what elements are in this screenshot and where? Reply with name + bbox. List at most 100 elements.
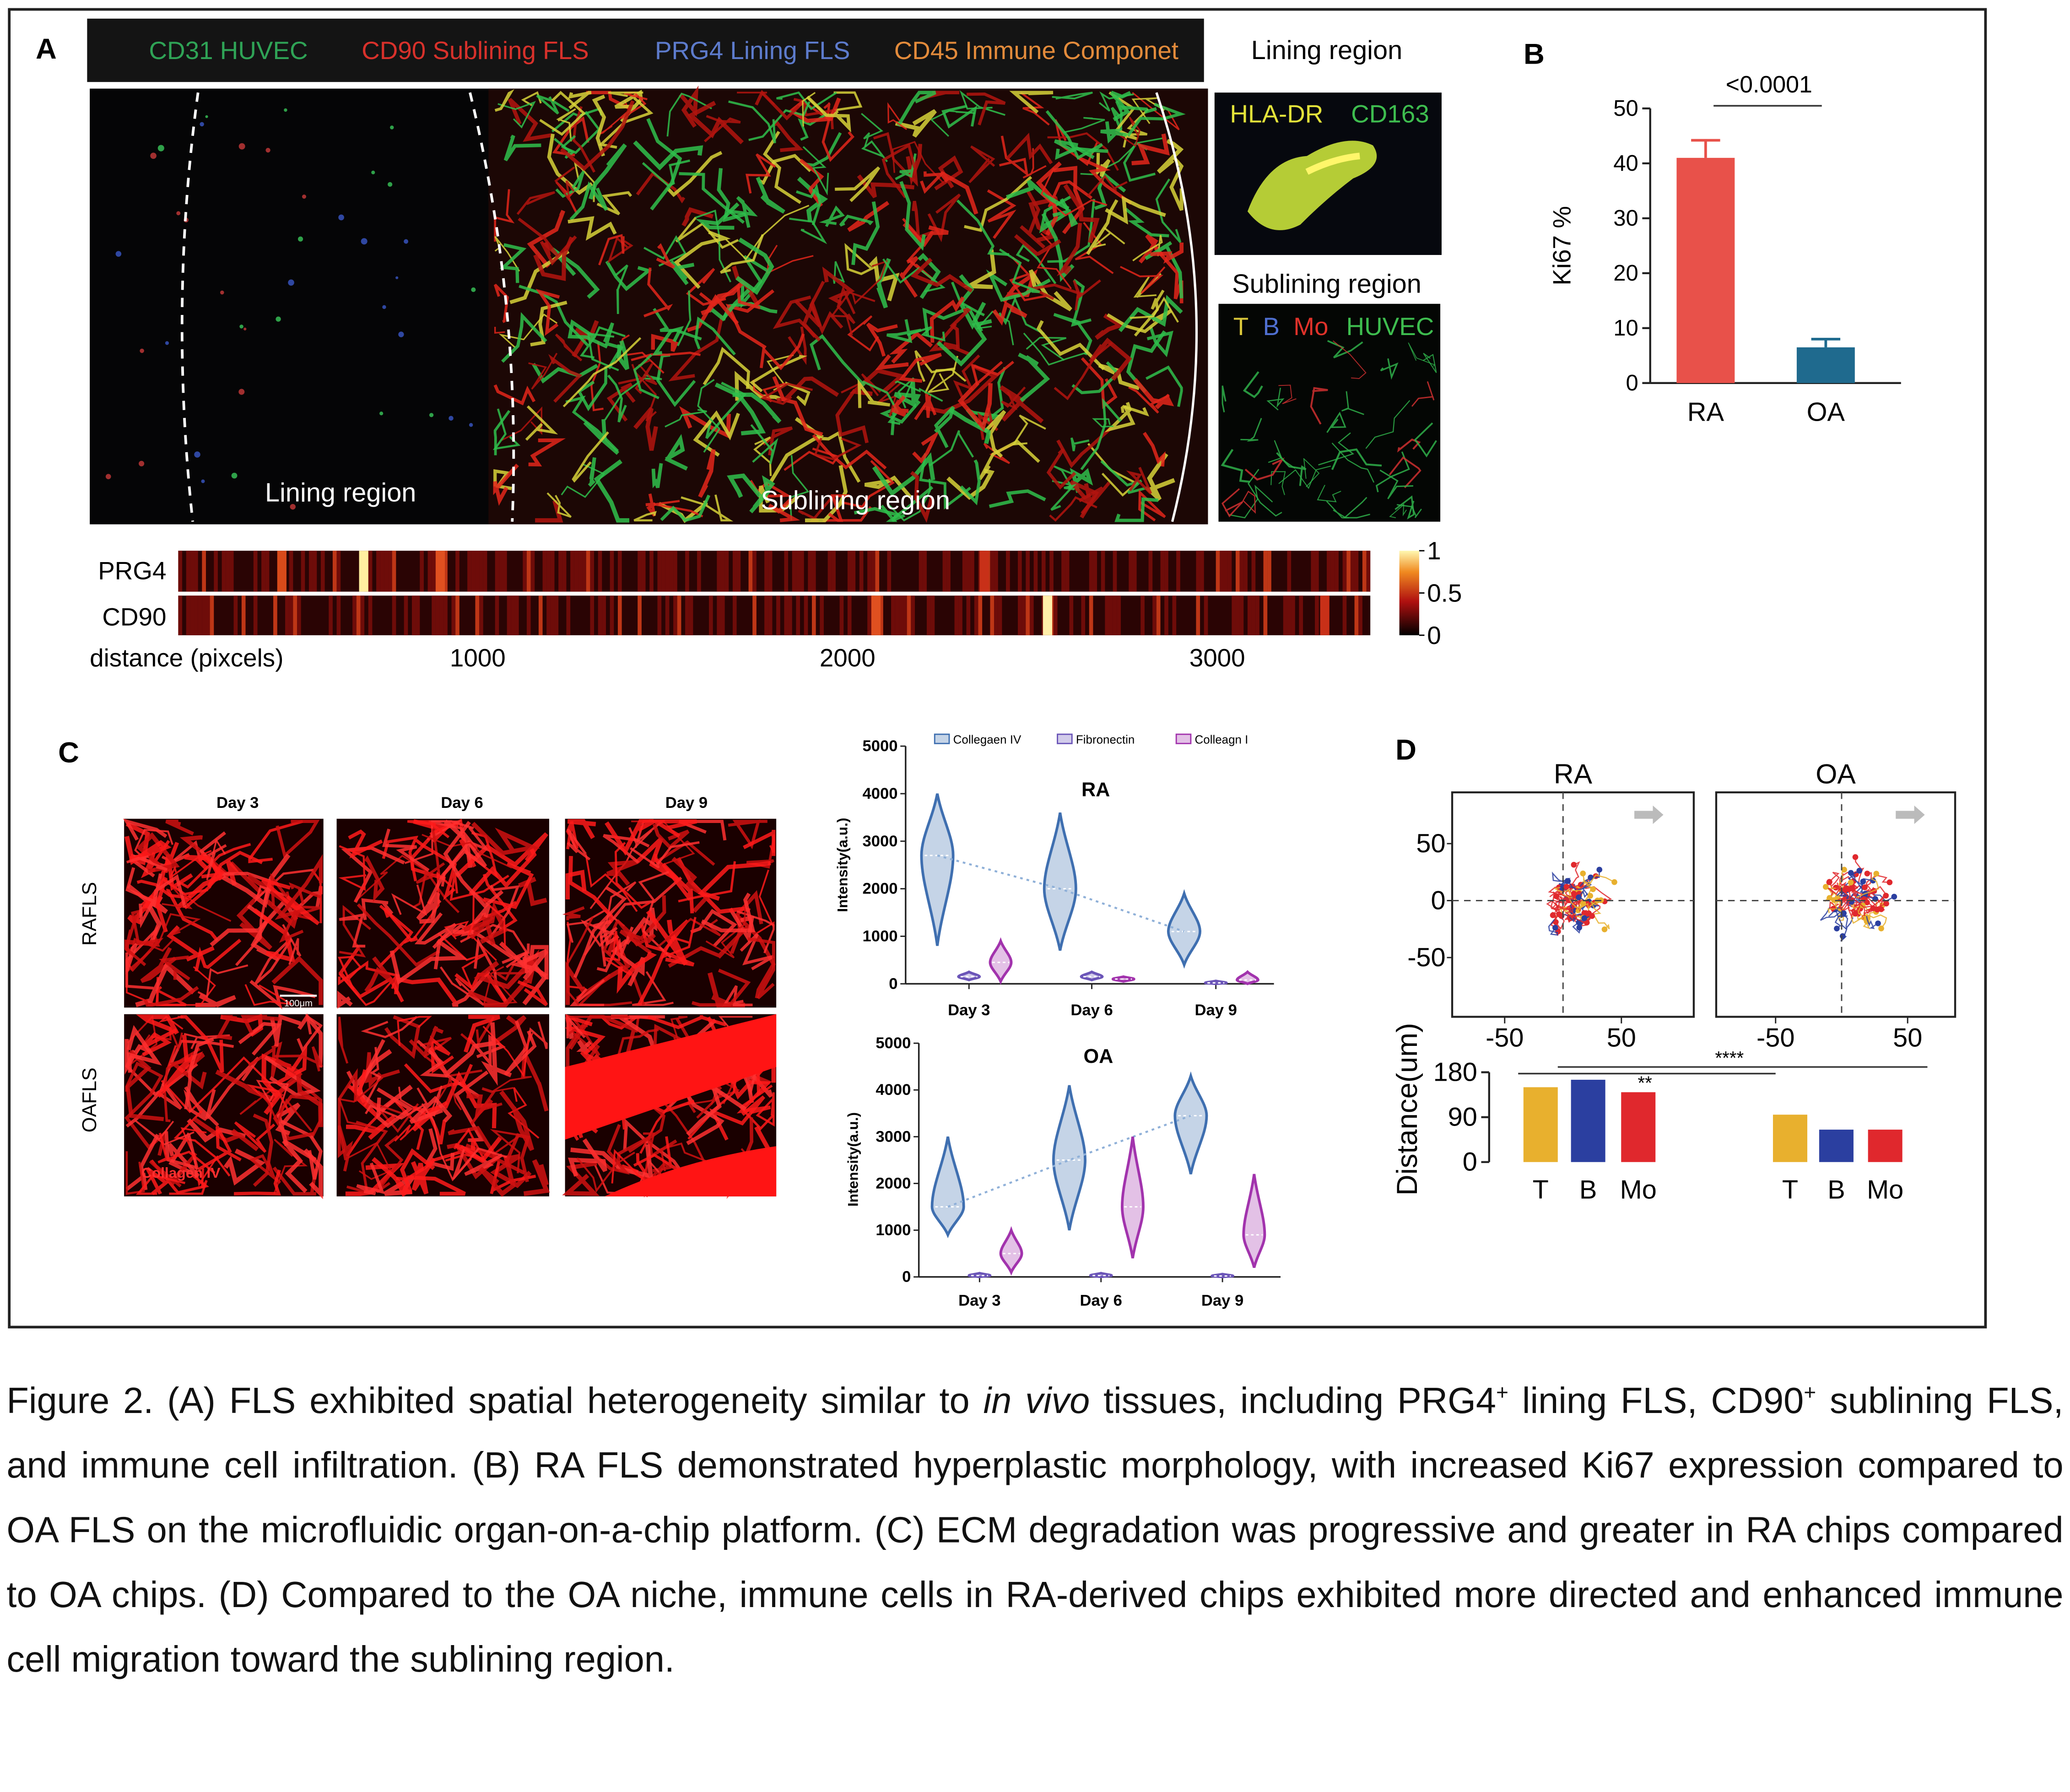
texture-dot — [382, 305, 386, 309]
heatmap-stripe — [764, 596, 768, 635]
texture — [1169, 156, 1184, 211]
texture — [1057, 222, 1082, 276]
texture — [297, 1013, 323, 1068]
heatmap-stripe — [673, 551, 677, 592]
texture — [951, 282, 985, 317]
texture — [383, 907, 418, 942]
texture — [567, 819, 596, 839]
caption-text: lining FLS, CD90 — [1508, 1380, 1804, 1421]
heatmap-stripe — [1113, 596, 1117, 635]
texture — [270, 1014, 301, 1047]
texture — [493, 463, 519, 506]
heatmap-stripe — [1081, 596, 1086, 635]
texture — [125, 914, 146, 966]
texture — [666, 92, 712, 137]
heatmap-stripe — [804, 596, 808, 635]
track — [1578, 890, 1588, 898]
heatmap-stripe — [455, 551, 459, 592]
texture — [152, 873, 187, 908]
heatmap-stripe — [1029, 596, 1034, 635]
texture — [1052, 92, 1093, 100]
heatmap-stripe — [994, 596, 998, 635]
texture — [1331, 448, 1382, 470]
heatmap-stripe — [210, 596, 214, 635]
heatmap-stripe — [1346, 551, 1351, 592]
texture — [253, 1113, 274, 1187]
texture — [1332, 340, 1367, 379]
texture — [1009, 256, 1047, 302]
plot-frame — [1451, 791, 1695, 1018]
texture — [238, 1022, 282, 1056]
heatmap-stripe — [808, 551, 812, 592]
heatmap-stripe — [359, 551, 368, 592]
texture — [819, 205, 845, 227]
texture — [528, 438, 566, 466]
texture — [657, 918, 721, 948]
texture — [511, 949, 548, 980]
inset-label: CD163 — [1351, 99, 1429, 128]
heatmap-stripe — [1354, 596, 1359, 635]
texture — [1009, 91, 1054, 114]
heatmap-stripe — [455, 596, 459, 635]
texture — [125, 867, 156, 929]
texture — [528, 352, 558, 390]
texture — [646, 118, 682, 211]
texture — [275, 1102, 301, 1147]
texture-dot — [302, 194, 307, 199]
texture — [1080, 137, 1163, 175]
texture — [464, 1014, 500, 1053]
texture — [660, 494, 711, 522]
heatmap-stripe — [301, 551, 305, 592]
heatmap-stripe — [360, 596, 365, 635]
heatmap-stripe — [784, 551, 789, 592]
heatmap-stripe — [1232, 596, 1236, 635]
texture — [205, 1056, 260, 1120]
heatmap-stripe — [839, 596, 844, 635]
track — [1830, 869, 1845, 889]
texture — [1155, 178, 1182, 243]
heatmap-stripe — [582, 551, 586, 592]
texture-dot — [390, 125, 394, 130]
track-end — [1589, 913, 1595, 919]
texture — [714, 382, 766, 436]
y-tick-label: 2000 — [863, 880, 898, 898]
track-end — [1588, 874, 1594, 881]
texture — [992, 301, 1027, 326]
track — [1854, 857, 1865, 883]
violin — [1173, 1071, 1208, 1175]
heatmap-stripe — [1043, 596, 1052, 635]
texture — [576, 1151, 635, 1193]
heatmap-stripe — [467, 551, 471, 592]
texture-dot — [404, 239, 409, 244]
heatmap-band — [178, 551, 1371, 592]
heatmap-stripe — [329, 596, 333, 635]
texture — [705, 381, 747, 439]
texture — [303, 1148, 323, 1199]
x-tick-label: Day 9 — [1201, 1292, 1243, 1310]
texture — [708, 972, 745, 1007]
heatmap-stripe — [697, 551, 701, 592]
texture — [264, 1056, 321, 1097]
heatmap-stripe — [942, 551, 947, 592]
track-plots: RA -50 50 50 0 -50 OA -50 50 — [1407, 758, 1957, 1053]
texture — [409, 1096, 453, 1124]
texture — [499, 243, 527, 283]
texture — [762, 426, 793, 456]
image-label: Sublining region — [761, 486, 950, 515]
heatmap-stripe — [550, 596, 555, 635]
heatmap-stripe — [994, 551, 998, 592]
track-end — [1886, 879, 1893, 885]
heatmap-stripe — [590, 551, 595, 592]
violin — [1111, 975, 1135, 983]
track-title: RA — [1554, 758, 1593, 790]
texture — [1005, 179, 1070, 211]
texture — [276, 820, 320, 859]
heatmap-stripe — [1267, 551, 1271, 592]
texture — [438, 1077, 462, 1110]
texture — [346, 1142, 392, 1180]
y-axis-label: Distance(um) — [1391, 1023, 1423, 1196]
inset-label: HLA-DR — [1230, 99, 1323, 128]
track — [1829, 901, 1839, 912]
heatmap-stripe — [796, 551, 800, 592]
texture — [216, 1015, 237, 1040]
